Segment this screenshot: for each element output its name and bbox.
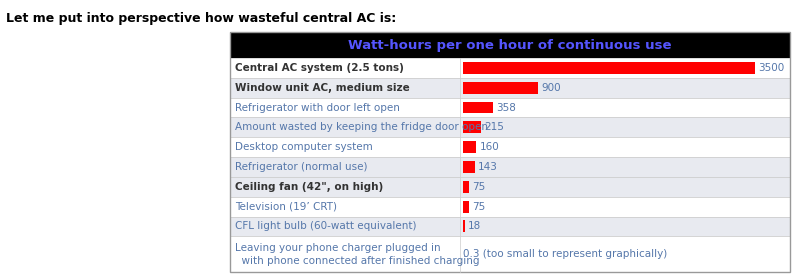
Bar — [463, 181, 469, 193]
Text: Central AC system (2.5 tons): Central AC system (2.5 tons) — [235, 63, 403, 73]
Bar — [230, 216, 790, 236]
Bar — [230, 197, 790, 216]
Text: Window unit AC, medium size: Window unit AC, medium size — [235, 83, 410, 93]
Bar — [230, 98, 790, 118]
Bar — [463, 102, 493, 113]
Text: Ceiling fan (42", on high): Ceiling fan (42", on high) — [235, 182, 384, 192]
Text: 358: 358 — [496, 103, 515, 113]
Text: 75: 75 — [472, 182, 486, 192]
Bar — [463, 82, 538, 94]
Bar — [230, 58, 790, 78]
Text: 215: 215 — [484, 122, 504, 132]
Text: Refrigerator with door left open: Refrigerator with door left open — [235, 103, 400, 113]
Text: Let me put into perspective how wasteful central AC is:: Let me put into perspective how wasteful… — [6, 12, 396, 25]
Bar — [230, 118, 790, 137]
Text: Refrigerator (normal use): Refrigerator (normal use) — [235, 162, 368, 172]
Bar — [230, 157, 790, 177]
Bar — [230, 137, 790, 157]
Bar — [230, 32, 790, 58]
Bar — [230, 32, 790, 272]
Bar — [463, 201, 469, 213]
Text: Amount wasted by keeping the fridge door open: Amount wasted by keeping the fridge door… — [235, 122, 488, 132]
Text: 900: 900 — [541, 83, 561, 93]
Text: Television (19’ CRT): Television (19’ CRT) — [235, 201, 337, 212]
Text: 18: 18 — [467, 221, 481, 231]
Text: 3500: 3500 — [758, 63, 785, 73]
Bar — [463, 141, 476, 153]
Bar — [230, 177, 790, 197]
Text: Watt-hours per one hour of continuous use: Watt-hours per one hour of continuous us… — [348, 38, 672, 52]
Text: CFL light bulb (60-watt equivalent): CFL light bulb (60-watt equivalent) — [235, 221, 416, 231]
Text: Leaving your phone charger plugged in
  with phone connected after finished char: Leaving your phone charger plugged in wi… — [235, 243, 479, 266]
Text: 0.3 (too small to represent graphically): 0.3 (too small to represent graphically) — [463, 249, 667, 259]
Bar — [463, 161, 475, 173]
Bar — [463, 221, 464, 232]
Bar — [230, 78, 790, 98]
Text: 143: 143 — [478, 162, 498, 172]
Text: 75: 75 — [472, 201, 486, 212]
Text: 160: 160 — [479, 142, 499, 152]
Bar — [230, 236, 790, 272]
Bar — [463, 62, 755, 74]
Bar — [463, 121, 481, 133]
Text: Desktop computer system: Desktop computer system — [235, 142, 373, 152]
